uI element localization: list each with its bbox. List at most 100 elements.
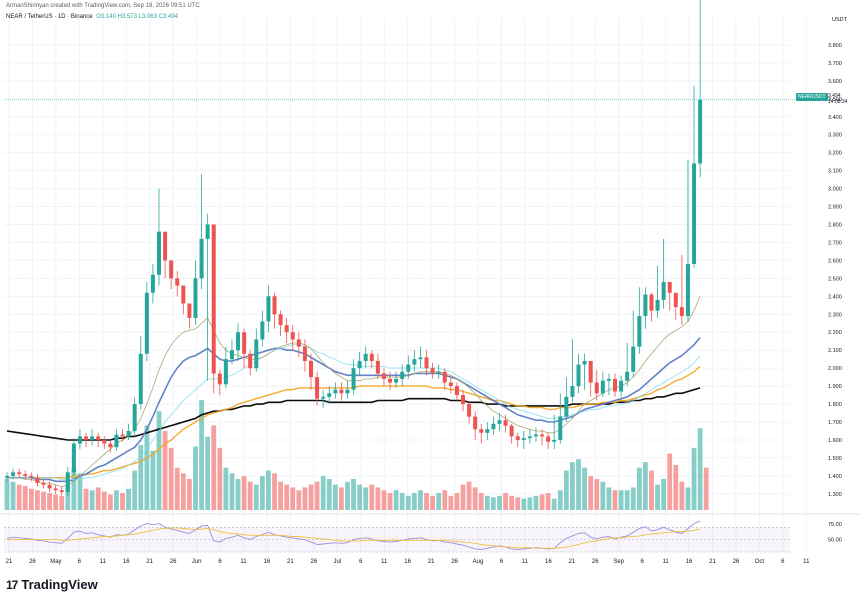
date-tick-label: 26 — [592, 559, 599, 565]
volume-bar — [339, 487, 344, 510]
date-tick-label: May — [50, 559, 61, 565]
candle-body — [515, 436, 520, 440]
volume-bar — [120, 493, 125, 510]
volume-bar — [636, 467, 642, 510]
date-tick-label: 16 — [545, 559, 552, 565]
volume-bar — [521, 498, 527, 510]
candle-body — [5, 475, 9, 478]
candle-body — [309, 360, 313, 378]
candle-body — [540, 434, 545, 437]
candle-body — [150, 274, 155, 293]
date-tick-label: 21 — [428, 559, 435, 565]
volume-bar — [399, 493, 405, 510]
volume-bar — [156, 411, 162, 510]
rsi-tick-label: 50.00 — [828, 538, 842, 544]
date-tick-label: 26 — [29, 559, 36, 565]
candle-body — [229, 350, 234, 360]
price-tick-label: 2.500 — [828, 276, 842, 282]
candle-body — [242, 332, 247, 354]
candle-body — [84, 436, 89, 440]
candle-body — [199, 238, 204, 279]
volume-bar — [630, 487, 636, 510]
date-tick-label: 26 — [451, 559, 458, 565]
volume-bar — [53, 494, 59, 510]
price-tick-label: 2.600 — [828, 258, 842, 264]
candle-body — [473, 416, 478, 430]
candle-body — [685, 264, 690, 317]
volume-bar — [484, 495, 490, 510]
volume-bar — [491, 497, 496, 510]
candle-body — [96, 436, 101, 440]
volume-bar — [472, 487, 478, 510]
volume-bar — [497, 495, 502, 510]
date-tick-label: 16 — [264, 559, 271, 565]
tradingview-mark-icon: 17 — [6, 577, 18, 592]
candle-body — [278, 314, 283, 326]
candle-body — [606, 378, 611, 381]
volume-bar — [405, 495, 411, 510]
volume-bar — [223, 467, 229, 510]
date-tick-label: 16 — [123, 559, 130, 565]
volume-bar — [89, 490, 95, 510]
candle-body — [509, 425, 514, 437]
candle-body — [296, 339, 301, 347]
volume-bar — [643, 462, 648, 510]
volume-bar — [551, 498, 557, 510]
candle-body — [290, 332, 295, 340]
tradingview-logo[interactable]: 17 TradingView — [6, 577, 98, 592]
candle-body — [181, 285, 186, 304]
moving-average-line — [6, 387, 701, 441]
volume-bar — [454, 493, 460, 510]
volume-bar — [697, 428, 703, 510]
candle-body — [65, 472, 70, 493]
date-tick-label: 26 — [733, 559, 740, 565]
volume-bar — [174, 467, 180, 510]
price-tick-label: 1.700 — [828, 420, 842, 426]
volume-bar — [679, 481, 685, 510]
date-tick-label: 6 — [781, 559, 785, 565]
price-tick-label: 2.000 — [828, 366, 842, 372]
date-tick-label: 6 — [500, 559, 504, 565]
current-price-tag: 3.494 14:08:34 — [828, 93, 847, 105]
volume-bar — [284, 484, 290, 510]
candle-body — [661, 281, 666, 300]
volume-bar — [466, 481, 472, 510]
candle-body — [217, 373, 222, 385]
candle-body — [479, 429, 484, 433]
price-tick-label: 1.900 — [828, 384, 842, 390]
date-tick-label: 21 — [568, 559, 575, 565]
candle-body — [619, 380, 624, 392]
volume-bar — [527, 497, 533, 510]
candle-body — [418, 357, 423, 360]
volume-bar — [101, 491, 107, 510]
volume-bar — [107, 494, 113, 510]
bar-countdown: 14:08:34 — [828, 99, 848, 105]
candle-body — [363, 353, 368, 361]
volume-bar — [594, 478, 600, 510]
candle-body — [254, 339, 259, 369]
candle-body — [558, 416, 563, 440]
candle-body — [546, 436, 551, 442]
volume-bar — [375, 487, 381, 510]
volume-bar — [393, 490, 399, 510]
volume-bar — [16, 484, 22, 510]
candle-body — [454, 386, 459, 396]
volume-bar — [193, 446, 198, 510]
date-tick-label: 6 — [640, 559, 644, 565]
candle-body — [11, 472, 16, 476]
price-tick-label: 2.300 — [828, 312, 842, 318]
volume-bar — [606, 487, 612, 510]
volume-bar — [217, 447, 223, 510]
candle-body — [23, 474, 28, 476]
date-tick-label: 11 — [803, 559, 810, 565]
candle-body — [552, 439, 557, 442]
volume-bar — [357, 484, 363, 510]
volume-bar — [691, 447, 697, 510]
volume-bar — [4, 478, 10, 510]
price-tick-label: 2.700 — [828, 240, 842, 246]
candle-body — [315, 377, 320, 399]
date-tick-label: Sep — [613, 559, 624, 565]
candle-body — [582, 360, 587, 365]
